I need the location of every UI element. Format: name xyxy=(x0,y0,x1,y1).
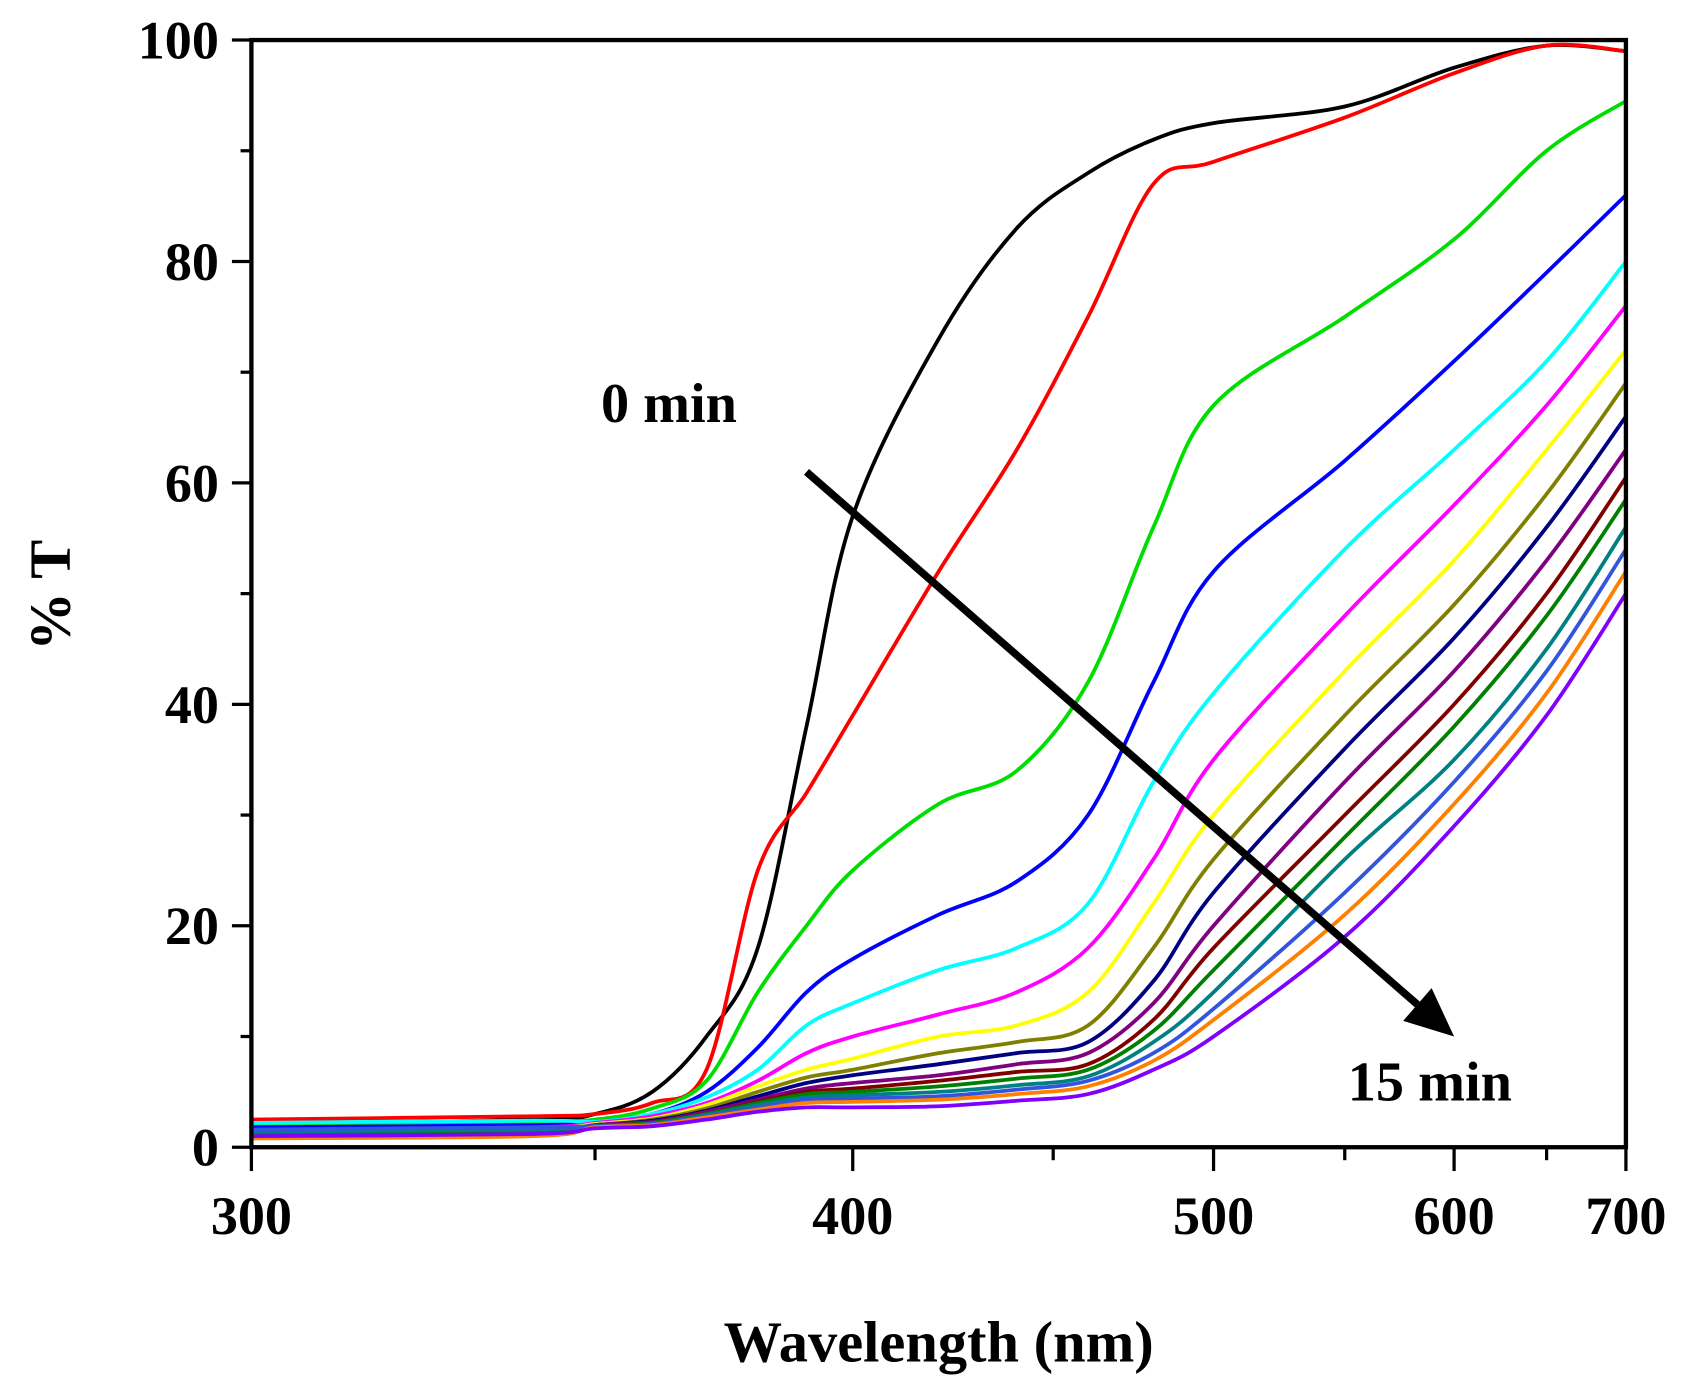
y-axis-title: % T xyxy=(18,540,83,651)
series-line-0 xyxy=(251,43,1627,1127)
x-tick-label: 700 xyxy=(1585,1186,1666,1246)
series-line-2 xyxy=(251,99,1627,1127)
series-line-8 xyxy=(251,415,1628,1136)
series-line-15 xyxy=(251,592,1628,1139)
x-tick-label: 300 xyxy=(211,1186,292,1246)
series-line-3 xyxy=(251,193,1628,1130)
ticks-layer: 300 400 500 600 700 0 20 40 60 80 100 xyxy=(138,10,1667,1245)
y-tick-label: 0 xyxy=(192,1118,219,1178)
time-arrow xyxy=(804,468,1420,1008)
y-tick-label: 80 xyxy=(165,232,219,292)
y-tick-label: 60 xyxy=(165,453,219,513)
y-tick-label: 100 xyxy=(138,10,219,70)
start-time-label: 0 min xyxy=(601,373,737,435)
y-tick-label: 20 xyxy=(165,896,219,956)
x-tick-label: 500 xyxy=(1173,1186,1254,1246)
series-line-12 xyxy=(251,526,1628,1134)
series-layer xyxy=(251,42,1628,1141)
x-tick-label: 400 xyxy=(812,1186,893,1246)
time-arrow-head xyxy=(1403,988,1455,1037)
x-axis-title: Wavelength (nm) xyxy=(724,1310,1154,1375)
end-time-label: 15 min xyxy=(1348,1052,1512,1114)
series-line-1 xyxy=(251,42,1627,1122)
y-tick-label: 40 xyxy=(165,675,219,735)
x-tick-label: 600 xyxy=(1414,1186,1495,1246)
